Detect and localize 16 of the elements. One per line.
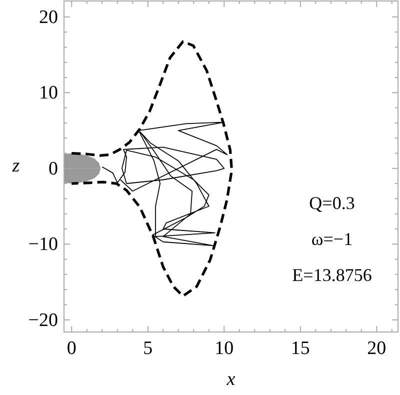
annotation: E=13.8756 (292, 265, 372, 285)
y-tick-label: −20 (28, 310, 58, 331)
x-tick-label: 20 (367, 338, 386, 359)
y-axis-title: z (11, 156, 20, 176)
x-tick-label: 5 (143, 338, 153, 359)
annotation: ω=−1 (311, 229, 353, 249)
line-series (102, 122, 228, 246)
x-tick-label: 0 (66, 338, 76, 359)
x-tick-label: 10 (214, 338, 234, 359)
y-tick-label: 10 (39, 82, 58, 104)
x-tick-label: 15 (290, 338, 310, 359)
y-tick-label: 0 (48, 158, 58, 180)
y-tick-label: −10 (28, 234, 58, 256)
x-axis-title: x (226, 369, 236, 390)
annotation: Q=0.3 (309, 193, 355, 213)
y-tick-label: 20 (39, 6, 58, 28)
